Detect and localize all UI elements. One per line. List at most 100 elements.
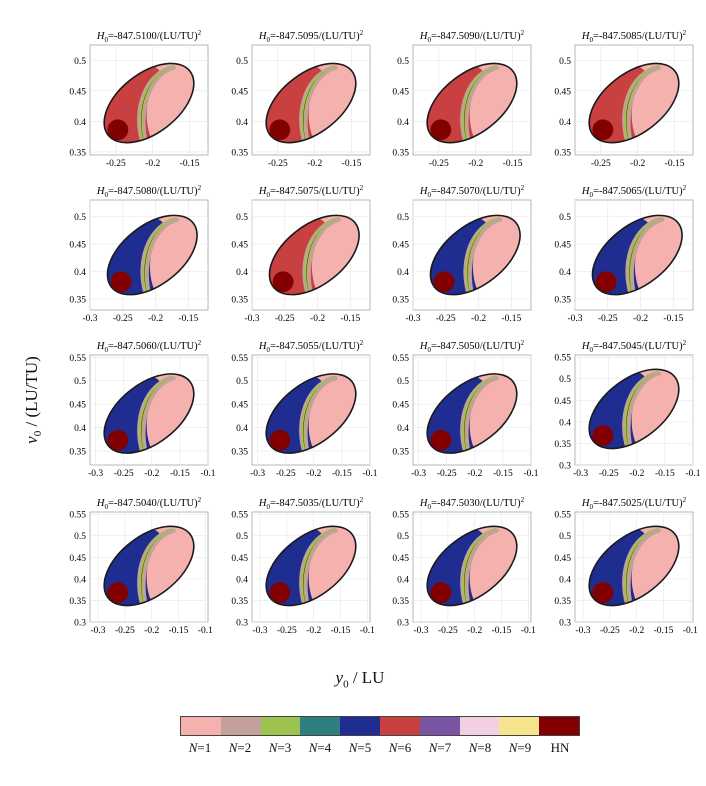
y-tick-label: 0.3 — [236, 619, 248, 629]
y-tick-label: 0.35 — [554, 597, 571, 607]
x-tick-label: -0.2 — [630, 159, 645, 169]
panel-title: H0=-847.5045/(LU/TU)2 — [581, 339, 687, 354]
x-tick-label: -0.3 — [567, 314, 582, 324]
x-tick-label: -0.25 — [598, 314, 618, 324]
y-tick-label: 0.3 — [74, 619, 86, 629]
y-tick-label: 0.5 — [397, 57, 409, 67]
x-tick-label: -0.25 — [429, 159, 449, 169]
colorbar-swatch — [300, 717, 341, 735]
y-tick-label: 0.45 — [392, 87, 409, 97]
panel-title: H0=-847.5060/(LU/TU)2 — [96, 339, 202, 354]
x-tick-label: -0.25 — [113, 314, 133, 324]
panel: H0=-847.5085/(LU/TU)2 -0.25 -0.2 -0.15 0.35 0… — [554, 29, 694, 169]
colorbar-label: N=7 — [428, 740, 452, 755]
x-tick-label: -0.1 — [362, 469, 377, 479]
basin-hn — [107, 119, 129, 141]
y-tick-label: 0.55 — [69, 511, 86, 521]
y-tick-label: 0.5 — [559, 213, 571, 223]
panel-title: H0=-847.5100/(LU/TU)2 — [96, 29, 202, 44]
y-tick-label: 0.45 — [69, 241, 86, 251]
y-tick-label: 0.3 — [397, 619, 409, 629]
x-tick-label: -0.3 — [573, 469, 588, 479]
x-tick-label: -0.25 — [114, 469, 134, 479]
x-tick-label: -0.2 — [629, 626, 644, 636]
basin-hn — [595, 271, 617, 293]
y-tick-label: 0.5 — [559, 57, 571, 67]
colorbar-swatch — [419, 717, 460, 735]
panel-title: H0=-847.5065/(LU/TU)2 — [581, 184, 687, 199]
y-tick-label: 0.5 — [236, 57, 248, 67]
y-tick-label: 0.5 — [397, 377, 409, 387]
basin-boundary — [588, 368, 680, 450]
y-tick-label: 0.55 — [392, 511, 409, 521]
colorbar-label: HN — [550, 740, 570, 755]
panel: H0=-847.5030/(LU/TU)2 -0.3 -0.25 -0.2 -0.15-… — [392, 496, 536, 636]
y-tick-label: 0.35 — [392, 296, 409, 306]
colorbar-label: N=4 — [308, 740, 332, 755]
colorbar-label: N=1 — [188, 740, 212, 755]
y-tick-label: 0.55 — [392, 354, 409, 364]
basin-band — [465, 65, 500, 142]
panel-title: H0=-847.5080/(LU/TU)2 — [96, 184, 202, 199]
y-tick-label: 0.45 — [554, 87, 571, 97]
y-tick-label: 0.35 — [554, 440, 571, 450]
y-tick-label: 0.45 — [231, 554, 248, 564]
y-tick-label: 0.45 — [554, 554, 571, 564]
x-tick-label: -0.15 — [654, 626, 674, 636]
y-tick-label: 0.4 — [397, 118, 409, 128]
y-tick-label: 0.35 — [231, 148, 248, 158]
x-tick-label: -0.15 — [501, 314, 521, 324]
y-tick-label: 0.4 — [236, 268, 248, 278]
y-tick-label: 0.4 — [397, 268, 409, 278]
basin-hn — [272, 271, 294, 293]
basin-band — [627, 371, 662, 448]
basin-hn — [269, 582, 291, 604]
x-tick-label: -0.25 — [438, 626, 458, 636]
x-tick-label: -0.2 — [144, 469, 159, 479]
basin-band — [142, 376, 177, 453]
panel: H0=-847.5040/(LU/TU)2 -0.3 -0.25 -0.2 -0.15-… — [69, 496, 213, 636]
x-tick-label: -0.1 — [523, 469, 538, 479]
y-tick-label: 0.4 — [559, 418, 571, 428]
x-tick-label: -0.15 — [170, 469, 190, 479]
y-tick-label: 0.45 — [392, 241, 409, 251]
basin-hn — [107, 429, 129, 451]
basin-band — [142, 65, 177, 142]
colorbar-label: N=3 — [268, 740, 292, 755]
panel-title: H0=-847.5025/(LU/TU)2 — [581, 496, 687, 511]
y-tick-label: 0.5 — [236, 377, 248, 387]
x-tick-label: -0.15 — [492, 626, 512, 636]
y-tick-label: 0.45 — [231, 401, 248, 411]
basin-band — [307, 217, 342, 294]
y-tick-label: 0.5 — [397, 532, 409, 542]
y-tick-label: 0.35 — [392, 597, 409, 607]
y-tick-label: 0.4 — [74, 118, 86, 128]
y-tick-label: 0.4 — [74, 268, 86, 278]
y-tick-label: 0.5 — [74, 213, 86, 223]
y-tick-label: 0.45 — [69, 401, 86, 411]
x-tick-label: -0.3 — [82, 314, 97, 324]
y-tick-label: 0.4 — [559, 118, 571, 128]
x-tick-label: -0.15 — [342, 159, 362, 169]
y-tick-label: 0.35 — [69, 447, 86, 457]
basin-hn — [592, 582, 614, 604]
basin-hn — [592, 119, 614, 141]
y-axis-label: v0 / (LU/TU) — [21, 356, 45, 444]
y-tick-label: 0.35 — [69, 296, 86, 306]
y-tick-label: 0.55 — [231, 354, 248, 364]
basin-band — [465, 528, 500, 605]
panel-title: H0=-847.5090/(LU/TU)2 — [419, 29, 525, 44]
basin-band — [465, 376, 500, 453]
x-tick-label: -0.2 — [306, 626, 321, 636]
y-tick-label: 0.5 — [397, 213, 409, 223]
y-tick-label: 0.45 — [392, 554, 409, 564]
basin-band — [627, 65, 662, 142]
y-tick-label: 0.35 — [69, 148, 86, 158]
colorbar-swatch — [340, 717, 380, 735]
basin-boundary — [268, 214, 360, 296]
basin-band — [627, 528, 662, 605]
basin-boundary — [426, 525, 518, 607]
y-tick-label: 0.45 — [554, 397, 571, 407]
colorbar-swatch — [459, 717, 500, 735]
colorbar-swatch — [220, 717, 261, 735]
